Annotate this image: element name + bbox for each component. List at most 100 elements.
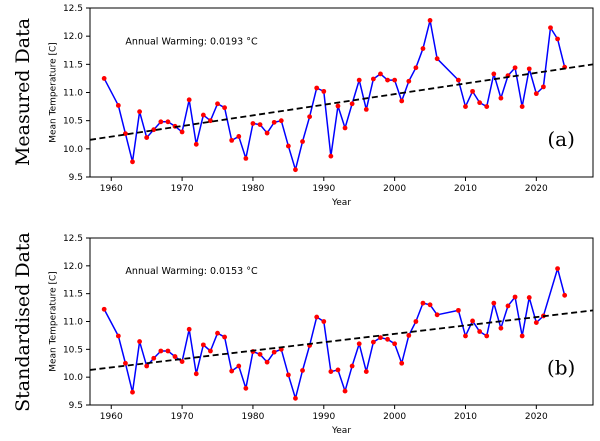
warming-annotation: Annual Warming: 0.0153 °C [125,266,258,277]
data-point [193,141,199,147]
data-point [413,319,419,324]
data-point [541,84,546,90]
x-tick-label: 2020 [525,184,548,194]
data-point [519,333,525,339]
data-point [236,134,242,139]
data-point [158,119,164,125]
data-point [406,78,412,84]
plot-area [90,266,593,401]
chart-panel-standardised: Standardised Data 1960 1970 1980 1990 2000 201… [12,232,594,436]
data-point [243,156,249,161]
data-point [392,341,398,347]
data-point [526,295,532,300]
data-point [200,112,206,118]
data-point [278,118,284,124]
panel-tag: (a) [547,127,575,151]
x-tick-label: 2010 [454,184,477,194]
data-point [200,342,206,348]
data-point [356,341,362,347]
data-point [463,104,468,109]
data-point [321,88,327,94]
data-point [342,388,348,394]
data-point [300,368,305,373]
data-point [293,167,298,173]
y-tick-label: 9.5 [69,173,83,183]
data-point [349,101,355,107]
data-point [455,307,461,313]
data-point [427,17,433,23]
data-point [285,143,291,149]
x-tick-label: 1970 [171,184,194,194]
data-point [300,139,305,144]
data-point [123,360,128,366]
data-point [328,153,334,159]
data-point [385,336,390,342]
y-tick-label: 10.0 [63,373,83,383]
data-point [562,292,568,298]
data-point [179,359,185,364]
data-point [314,314,320,320]
data-point [208,348,213,354]
data-point [498,95,504,101]
data-point [420,46,426,51]
data-point [101,76,107,81]
x-axis-label: Year [331,426,351,436]
x-tick-label: 1990 [312,184,335,194]
y-tick-label: 12.5 [63,4,83,14]
data-point [271,119,277,125]
data-point [378,71,383,77]
data-point [130,389,135,395]
data-point [335,103,341,109]
data-point [555,266,560,272]
data-point [363,369,369,374]
row-label: Standardised Data [12,232,34,412]
data-point [222,105,228,111]
data-point [434,56,440,62]
data-point [158,348,164,354]
data-point [172,354,178,359]
data-point [455,77,461,83]
y-axis-label: Mean Temperature [C] [49,42,59,143]
data-point [144,135,150,140]
data-point [229,368,235,374]
x-tick-label: 2020 [525,412,548,422]
x-tick-label: 1960 [100,412,123,422]
data-point [293,395,298,401]
row-label: Measured Data [12,18,34,166]
x-tick-label: 1970 [171,412,194,422]
data-point [526,66,532,72]
plot-frame [89,7,594,178]
y-tick-label: 12.0 [63,32,83,42]
data-point [484,104,490,109]
y-axis-label: Mean Temperature [C] [49,271,59,372]
data-point [335,367,341,373]
data-point [463,333,468,339]
data-point [470,318,475,324]
data-point [512,65,518,71]
data-point [519,104,525,109]
data-point [222,334,228,340]
data-point [370,76,376,82]
y-tick-label: 9.5 [69,401,83,411]
plot-area [90,17,593,173]
data-point [137,109,142,115]
data-point [215,101,220,107]
y-tick-label: 12.5 [63,234,83,244]
warming-annotation: Annual Warming: 0.0193 °C [125,37,258,48]
data-point [186,326,192,332]
data-point [101,306,107,312]
data-point [151,127,157,133]
y-tick-label: 11.5 [63,60,83,70]
data-point [264,359,270,365]
data-point [420,300,426,306]
y-tick-label: 11.0 [63,318,83,328]
trend-line [90,309,593,371]
data-point [243,385,249,391]
x-tick-label: 1960 [100,184,123,194]
data-point [193,371,199,377]
data-point [250,121,256,126]
data-point [151,355,157,361]
x-tick-label: 1990 [312,412,335,422]
data-point [130,159,135,165]
